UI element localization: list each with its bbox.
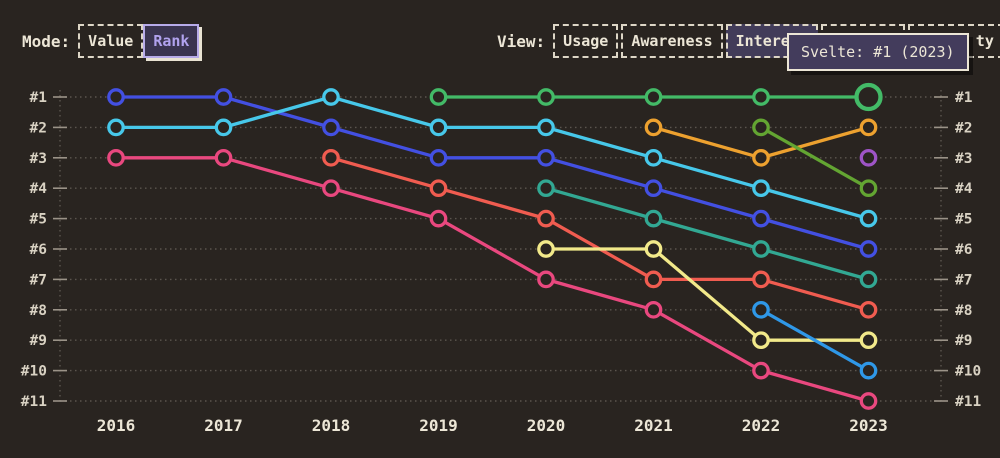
rank-label-left-3: #3 (30, 151, 47, 167)
rank-label-left-1: #1 (30, 90, 48, 106)
mode-button-value[interactable]: Value (78, 24, 144, 58)
rank-label-left-11: #11 (21, 394, 47, 410)
series-line-series-pink (114, 156, 871, 403)
rank-label-right-7: #7 (955, 272, 972, 288)
chart-point-series-pink-2022[interactable] (752, 361, 770, 380)
rank-label-left-6: #6 (30, 242, 47, 258)
chart-point-series-green-2023[interactable] (859, 179, 878, 198)
chart-point-series-blue-2021[interactable] (644, 179, 663, 198)
rank-label-left-8: #8 (30, 303, 47, 319)
year-label-2020: 2020 (527, 416, 566, 435)
chart-point-Svelte-2022[interactable] (752, 88, 770, 106)
chart-point-series-blue-2017[interactable] (214, 88, 233, 106)
year-label-2017: 2017 (204, 416, 243, 435)
chart-point-series-cyan-2021[interactable] (644, 148, 663, 167)
chart-point-series-green-2022[interactable] (752, 118, 770, 137)
chart-point-series-yellow-2021[interactable] (644, 240, 663, 258)
chart-point-series-orange-2022[interactable] (752, 148, 770, 167)
chart-point-series-orange-2023[interactable] (859, 118, 878, 137)
series-line-series-red (329, 156, 871, 312)
mode-toggle-row: Mode: Value Rank (22, 24, 200, 58)
chart-point-series-yellow-2020[interactable] (537, 240, 555, 258)
view-button-awareness[interactable]: Awareness (621, 24, 723, 58)
chart-point-series-pink-2017[interactable] (214, 148, 233, 167)
rank-label-left-5: #5 (30, 212, 47, 228)
chart-point-series-red-2022[interactable] (752, 270, 770, 289)
chart-point-series-teal-2021[interactable] (644, 209, 663, 228)
chart-point-series-pink-2020[interactable] (537, 270, 555, 289)
year-label-2016: 2016 (97, 416, 136, 435)
rank-label-right-2: #2 (955, 120, 972, 136)
mode-label: Mode: (22, 31, 71, 51)
rank-label-left-9: #9 (30, 333, 47, 349)
chart-point-series-cyan-2016[interactable] (107, 118, 125, 137)
year-label-2022: 2022 (742, 416, 781, 435)
view-label: View: (497, 31, 546, 51)
rank-label-right-9: #9 (955, 333, 972, 349)
rank-label-right-11: #11 (955, 394, 981, 410)
series-line-series-light-blue (759, 308, 871, 373)
chart-point-series-red-2020[interactable] (537, 209, 555, 228)
chart-point-series-teal-2020[interactable] (537, 179, 555, 198)
rank-label-left-4: #4 (30, 181, 48, 197)
chart-point-series-cyan-2023[interactable] (859, 209, 878, 228)
chart-point-series-light-blue-2022[interactable] (752, 300, 770, 319)
series-line-series-blue (114, 95, 871, 251)
chart-point-series-teal-2022[interactable] (752, 240, 770, 258)
mode-button-rank[interactable]: Rank (143, 24, 200, 58)
chart-tooltip: Svelte: #1 (2023) (787, 33, 969, 71)
chart-point-Svelte-2020[interactable] (537, 88, 555, 106)
chart-point-series-pink-2019[interactable] (429, 209, 448, 228)
chart-point-series-cyan-2019[interactable] (429, 118, 448, 137)
rank-label-left-10: #10 (21, 364, 47, 380)
year-label-2018: 2018 (312, 416, 351, 435)
chart-point-series-cyan-2017[interactable] (214, 118, 233, 137)
chart-point-series-red-2023[interactable] (859, 300, 878, 319)
rank-label-right-6: #6 (955, 242, 972, 258)
chart-point-series-cyan-2020[interactable] (537, 118, 555, 137)
view-button-usage[interactable]: Usage (553, 24, 619, 58)
chart-point-Svelte-2023[interactable] (854, 82, 883, 112)
year-label-2021: 2021 (634, 416, 673, 435)
chart-point-series-red-2019[interactable] (429, 179, 448, 198)
chart-point-series-blue-2019[interactable] (429, 148, 448, 167)
rank-label-right-5: #5 (955, 212, 972, 228)
rank-label-right-10: #10 (955, 364, 981, 380)
series-line-series-cyan (114, 95, 871, 221)
chart-point-series-pink-2023[interactable] (859, 392, 878, 410)
rank-label-right-3: #3 (955, 151, 972, 167)
chart-point-series-teal-2023[interactable] (859, 270, 878, 289)
chart-point-series-pink-2021[interactable] (644, 300, 663, 319)
chart-point-series-blue-2018[interactable] (322, 118, 340, 137)
rank-label-right-8: #8 (955, 303, 972, 319)
chart-point-series-cyan-2018[interactable] (322, 88, 340, 106)
chart-point-series-red-2021[interactable] (644, 270, 663, 289)
series-line-series-teal (544, 186, 871, 282)
rank-label-left-2: #2 (30, 120, 47, 136)
chart-point-Svelte-2019[interactable] (429, 88, 448, 106)
chart-point-series-yellow-2022[interactable] (752, 331, 770, 350)
chart-point-series-blue-2020[interactable] (537, 148, 555, 167)
chart-point-Svelte-2021[interactable] (644, 88, 663, 106)
chart-point-series-cyan-2022[interactable] (752, 179, 770, 198)
chart-point-series-pink-2018[interactable] (322, 179, 340, 198)
chart-point-series-blue-2023[interactable] (859, 240, 878, 258)
chart-point-series-light-blue-2023[interactable] (859, 361, 878, 380)
chart-point-series-red-2018[interactable] (322, 148, 340, 167)
rank-label-right-4: #4 (955, 181, 973, 197)
series-line-series-green (759, 125, 871, 190)
rank-label-right-1: #1 (955, 90, 973, 106)
year-label-2023: 2023 (849, 416, 888, 435)
rank-label-left-7: #7 (30, 272, 47, 288)
chart-point-series-pink-2016[interactable] (107, 148, 125, 167)
chart-point-series-purple-2023[interactable] (859, 148, 878, 167)
chart-point-series-orange-2021[interactable] (644, 118, 663, 137)
chart-point-series-blue-2016[interactable] (107, 88, 125, 106)
chart-point-series-yellow-2023[interactable] (859, 331, 878, 350)
chart-point-series-blue-2022[interactable] (752, 209, 770, 228)
year-label-2019: 2019 (419, 416, 458, 435)
